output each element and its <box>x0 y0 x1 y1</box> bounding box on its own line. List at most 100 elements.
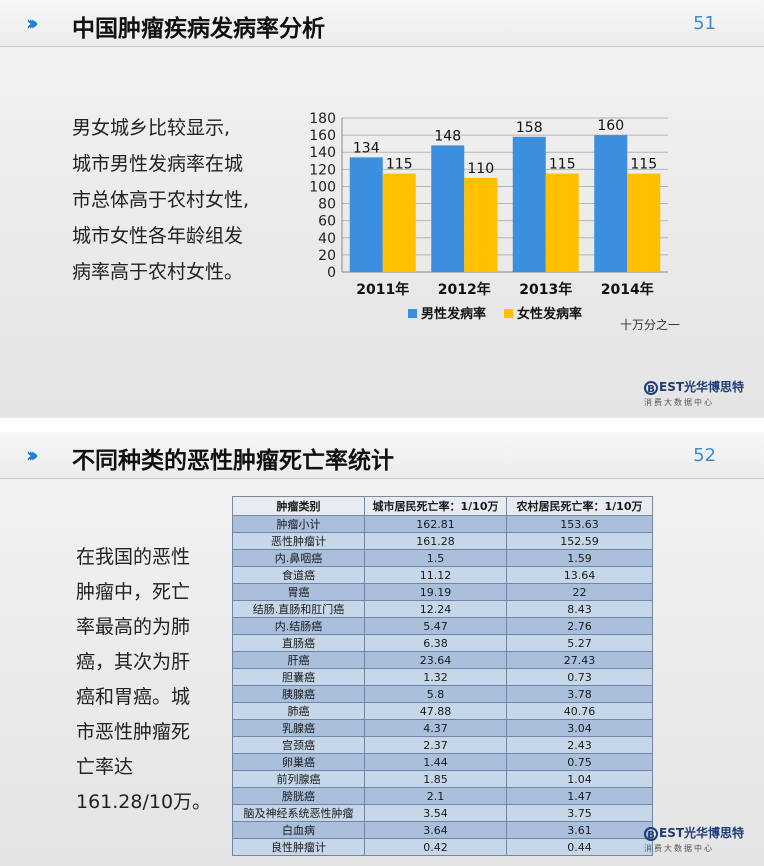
cell-tumor-type: 良性肿瘤计 <box>232 838 365 856</box>
cell-urban-rate: 1.85 <box>364 770 507 788</box>
cell-tumor-type: 前列腺癌 <box>232 770 365 788</box>
slide-incidence: ››› 中国肿瘤疾病发病率分析 51 男女城乡比较显示, 城市男性发病率在城 市… <box>0 0 764 418</box>
legend-swatch <box>408 309 417 318</box>
cell-urban-rate: 1.5 <box>364 549 507 567</box>
legend-swatch <box>504 309 513 318</box>
table-row: 内.结肠癌 5.47 2.76 <box>232 617 653 635</box>
cell-urban-rate: 3.64 <box>364 821 507 839</box>
cell-urban-rate: 2.1 <box>364 787 507 805</box>
cell-rural-rate: 5.27 <box>506 634 653 652</box>
x-tick-label: 2012年 <box>438 281 491 298</box>
cell-rural-rate: 27.43 <box>506 651 653 669</box>
cell-urban-rate: 0.42 <box>364 838 507 856</box>
cell-rural-rate: 13.64 <box>506 566 653 584</box>
cell-urban-rate: 1.32 <box>364 668 507 686</box>
page-number: 52 <box>693 445 716 466</box>
chevrons-icon: ››› <box>26 443 39 467</box>
legend-label: 男性发病率 <box>421 306 486 322</box>
company-logo: B EST光华博思特 消费大数据中心 <box>644 826 745 853</box>
cell-rural-rate: 3.75 <box>506 804 653 822</box>
cell-rural-rate: 152.59 <box>506 532 653 550</box>
cell-tumor-type: 结肠.直肠和肛门癌 <box>232 600 365 618</box>
text-line: 男女城乡比较显示, <box>72 117 231 139</box>
cell-tumor-type: 乳腺癌 <box>232 719 365 737</box>
company-logo: B EST光华博思特 消费大数据中心 <box>644 380 745 407</box>
cell-urban-rate: 5.47 <box>364 617 507 635</box>
cell-urban-rate: 2.37 <box>364 736 507 754</box>
table-row: 结肠.直肠和肛门癌 12.24 8.43 <box>232 600 653 618</box>
y-tick-label: 120 <box>309 162 336 178</box>
cell-rural-rate: 1.59 <box>506 549 653 567</box>
cell-urban-rate: 161.28 <box>364 532 507 550</box>
cell-rural-rate: 3.61 <box>506 821 653 839</box>
y-tick-label: 80 <box>318 197 336 213</box>
page-number: 51 <box>693 13 716 34</box>
y-tick-label: 160 <box>309 128 336 144</box>
summary-text: 在我国的恶性 肿瘤中，死亡 率最高的为肺 癌，其次为肝 癌和胃癌。城 市恶性肿瘤… <box>76 540 211 820</box>
cell-tumor-type: 食道癌 <box>232 566 365 584</box>
data-label: 115 <box>549 157 576 173</box>
data-label: 160 <box>597 118 624 134</box>
table-row: 胃癌 19.19 22 <box>232 583 653 601</box>
slide-header: ››› 中国肿瘤疾病发病率分析 51 <box>0 0 764 47</box>
text-line: 市恶性肿瘤死 <box>76 721 191 743</box>
legend-label: 女性发病率 <box>517 306 582 322</box>
cell-tumor-type: 宫颈癌 <box>232 736 365 754</box>
x-tick-label: 2014年 <box>601 281 654 298</box>
cell-tumor-type: 肺癌 <box>232 702 365 720</box>
table-header-row: 肿瘤类别 城市居民死亡率：1/10万 农村居民死亡率：1/10万 <box>232 496 653 516</box>
cell-urban-rate: 23.64 <box>364 651 507 669</box>
bar <box>464 177 498 272</box>
cell-urban-rate: 5.8 <box>364 685 507 703</box>
cell-tumor-type: 肝癌 <box>232 651 365 669</box>
cell-rural-rate: 22 <box>506 583 653 601</box>
column-header: 城市居民死亡率：1/10万 <box>364 496 507 516</box>
cell-rural-rate: 3.04 <box>506 719 653 737</box>
cell-rural-rate: 1.04 <box>506 770 653 788</box>
cell-rural-rate: 2.76 <box>506 617 653 635</box>
table-row: 白血病 3.64 3.61 <box>232 821 653 839</box>
text-line: 癌和胃癌。城 <box>76 686 191 708</box>
cell-rural-rate: 0.73 <box>506 668 653 686</box>
cell-urban-rate: 4.37 <box>364 719 507 737</box>
table-row: 良性肿瘤计 0.42 0.44 <box>232 838 653 856</box>
cell-urban-rate: 19.19 <box>364 583 507 601</box>
table-row: 直肠癌 6.38 5.27 <box>232 634 653 652</box>
data-label: 158 <box>516 120 543 136</box>
data-label: 115 <box>386 157 413 173</box>
cell-tumor-type: 肿瘤小计 <box>232 515 365 533</box>
text-line: 亡率达 <box>76 756 134 778</box>
chevrons-icon: ››› <box>26 11 39 35</box>
cell-urban-rate: 11.12 <box>364 566 507 584</box>
x-tick-label: 2011年 <box>356 281 409 298</box>
data-label: 148 <box>434 128 461 144</box>
y-tick-label: 100 <box>309 179 336 195</box>
logo-b-icon: B <box>644 380 658 395</box>
table-row: 卵巢癌 1.44 0.75 <box>232 753 653 771</box>
y-tick-label: 20 <box>318 248 336 264</box>
incidence-bar-chart: 0204060801001201401601801341152011年14811… <box>309 111 668 322</box>
data-label: 110 <box>467 161 494 177</box>
table-row: 膀胱癌 2.1 1.47 <box>232 787 653 805</box>
bar <box>512 136 546 272</box>
data-label: 134 <box>353 140 380 156</box>
bar <box>545 173 579 272</box>
text-line: 在我国的恶性 <box>76 546 191 568</box>
bar <box>627 173 661 272</box>
y-tick-label: 60 <box>318 214 336 230</box>
cell-tumor-type: 脑及神经系统恶性肿瘤 <box>232 804 365 822</box>
cell-tumor-type: 恶性肿瘤计 <box>232 532 365 550</box>
cell-rural-rate: 8.43 <box>506 600 653 618</box>
cell-rural-rate: 1.47 <box>506 787 653 805</box>
y-tick-label: 40 <box>318 231 336 247</box>
text-line: 病率高于农村女性。 <box>72 261 244 283</box>
cell-tumor-type: 内.结肠癌 <box>232 617 365 635</box>
x-tick-label: 2013年 <box>519 281 572 298</box>
cell-urban-rate: 1.44 <box>364 753 507 771</box>
text-line: 城市女性各年龄组发 <box>72 225 244 247</box>
cell-urban-rate: 12.24 <box>364 600 507 618</box>
table-row: 胆囊癌 1.32 0.73 <box>232 668 653 686</box>
y-tick-label: 180 <box>309 111 336 127</box>
cell-rural-rate: 153.63 <box>506 515 653 533</box>
cell-tumor-type: 胆囊癌 <box>232 668 365 686</box>
